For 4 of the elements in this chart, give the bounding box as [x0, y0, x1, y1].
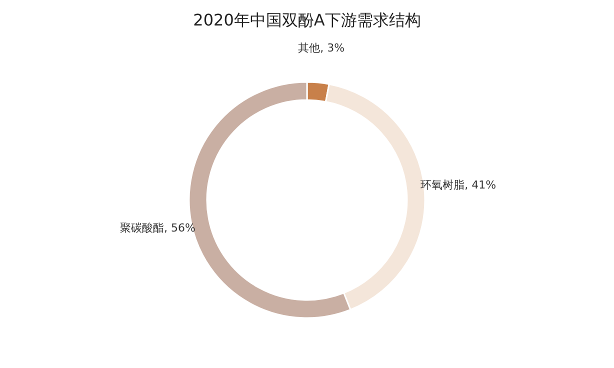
chart-title: 2020年中国双酚A下游需求结构 — [193, 10, 421, 30]
slice-label: 聚碳酸酯, 56% — [120, 221, 196, 234]
slice-label: 环氧树脂, 41% — [420, 178, 496, 192]
slice-label: 其他, 3% — [298, 42, 345, 55]
